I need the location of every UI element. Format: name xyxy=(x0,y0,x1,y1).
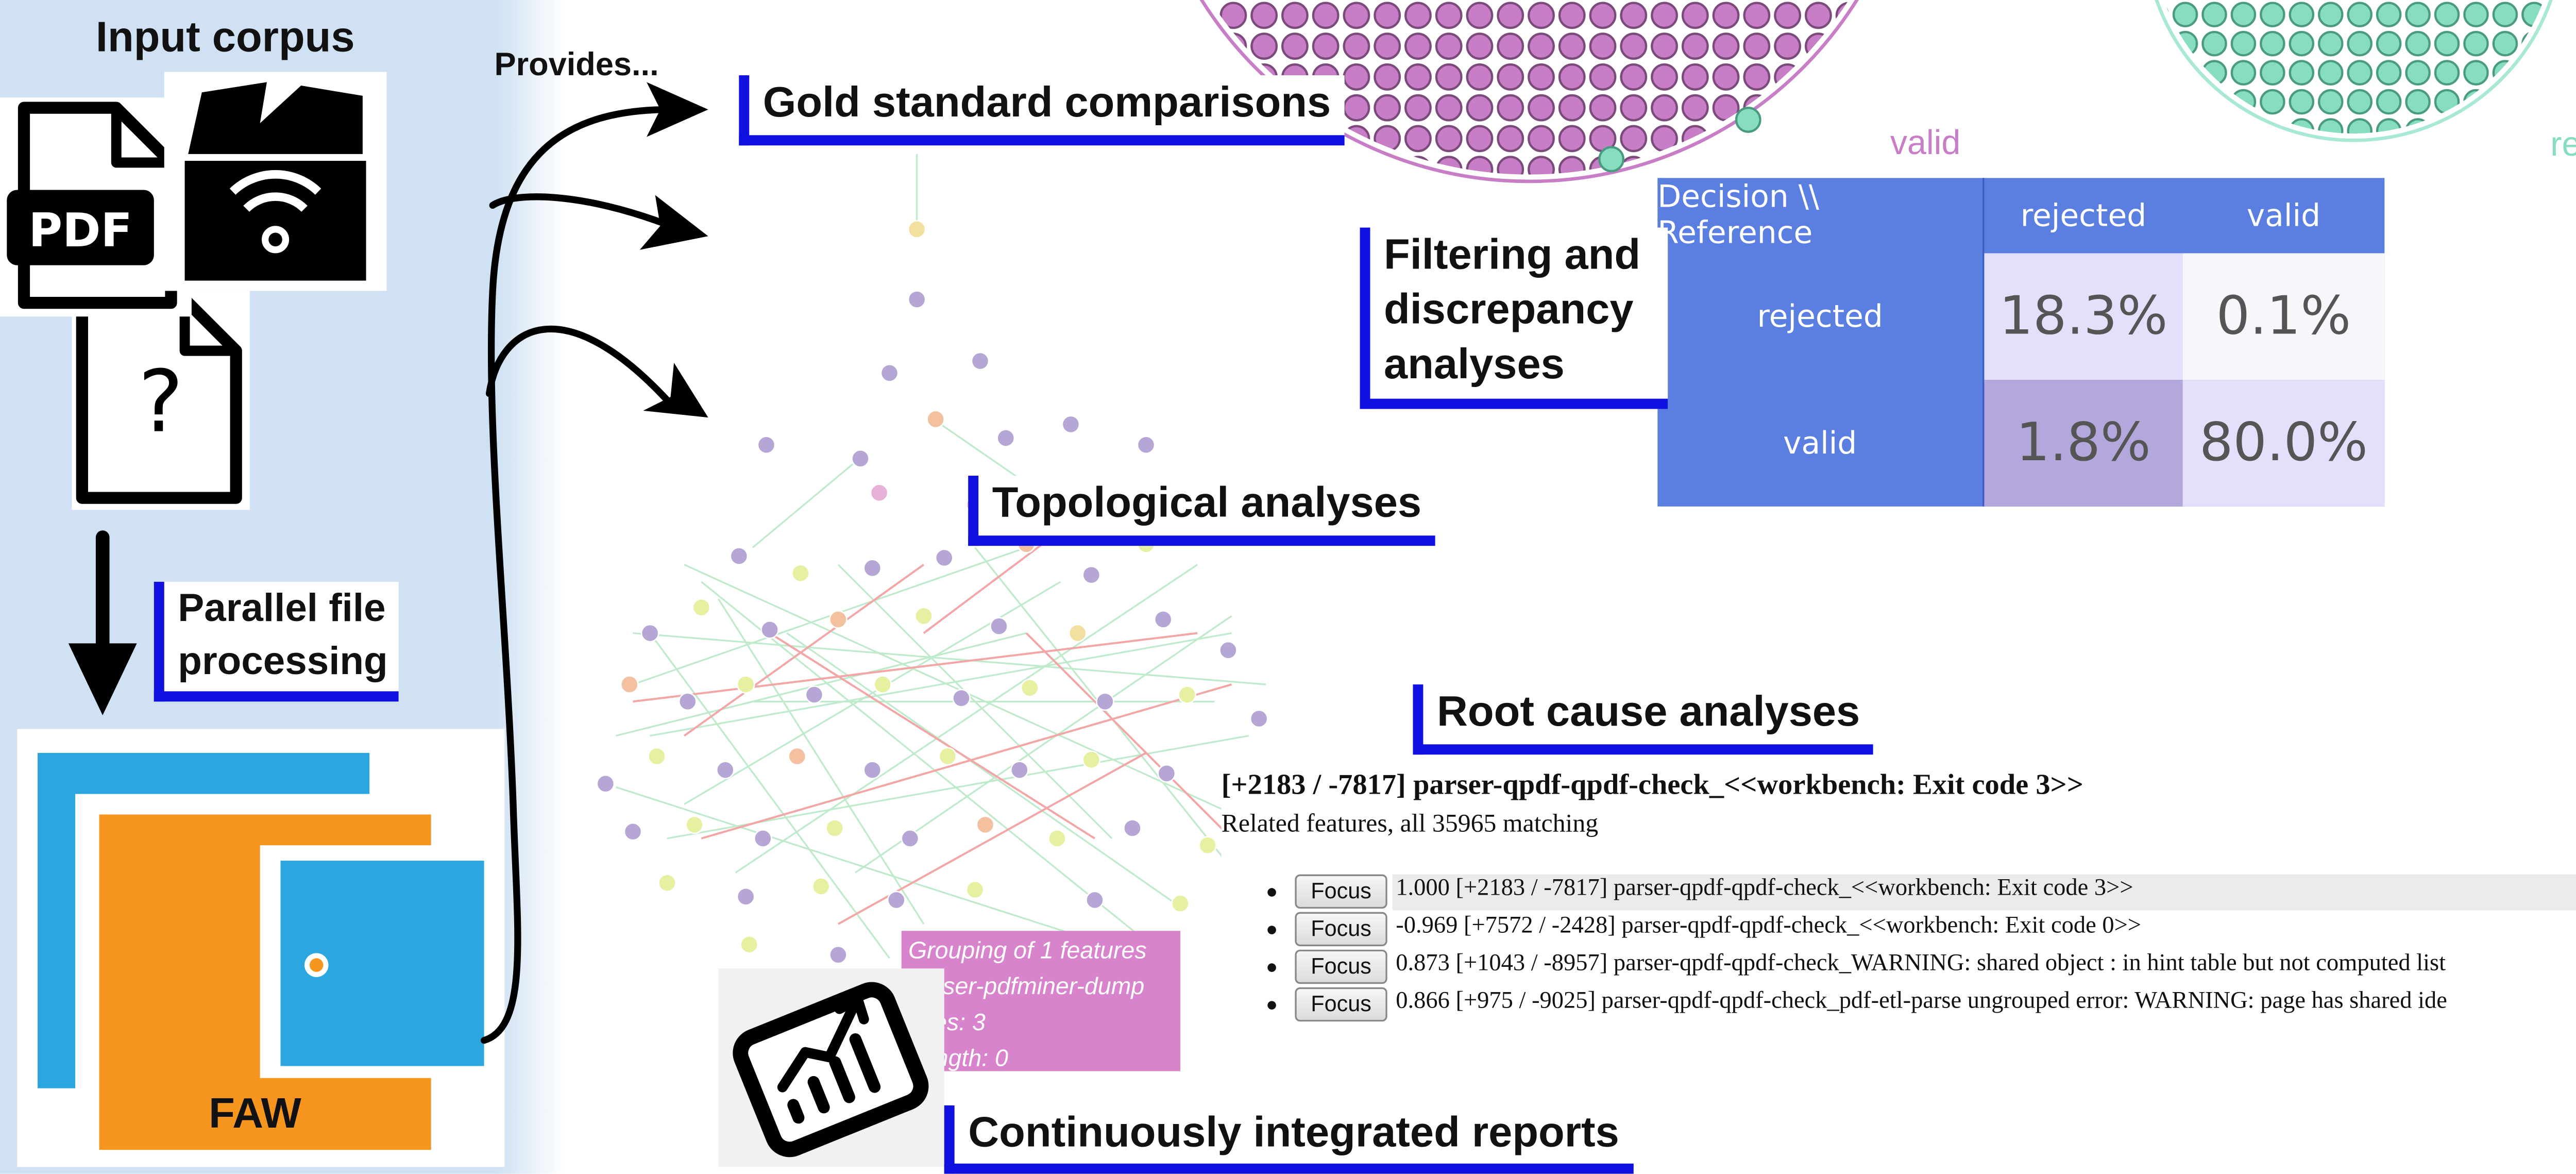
focus-button[interactable]: Focus xyxy=(1295,949,1387,984)
related-feature-text: -0.969 [+7572 / -2428] parser-qpdf-qpdf-… xyxy=(1396,913,2142,940)
tooltip-line-4: Length: 0 xyxy=(908,1044,1008,1071)
matrix-cell-valid-valid: 80.0% xyxy=(2182,380,2385,507)
reports-tag: Continuously integrated reports xyxy=(944,1105,1633,1174)
processing-arrow xyxy=(68,530,137,715)
related-feature-text: 0.873 [+1043 / -8957] parser-qpdf-qpdf-c… xyxy=(1396,951,2446,977)
pdf-file-label: PDF xyxy=(28,204,132,258)
filtering-tag: Filtering and discrepancy analyses xyxy=(1360,227,1668,409)
matrix-row-valid: valid xyxy=(1783,425,1857,461)
tooltip-line-3: Files: 3 xyxy=(908,1008,986,1035)
matrix-cell-valid-rejected: 1.8% xyxy=(1984,380,2183,507)
tooltip-line-2: parser-pdfminer-dump xyxy=(908,971,1145,999)
related-feature-text: 0.866 [+975 / -9025] parser-qpdf-qpdf-ch… xyxy=(1396,989,2447,1015)
matrix-cell-rejected-valid: 0.1% xyxy=(2182,253,2385,380)
faw-label: FAW xyxy=(209,1089,301,1138)
faw-record-icon xyxy=(304,953,329,977)
faw-window-front xyxy=(280,861,484,1066)
filtering-line1: Filtering and xyxy=(1384,231,1641,279)
matrix-cell-rejected-rejected: 18.3% xyxy=(1984,253,2183,380)
root-cause-panel: [+2183 / -7817] parser-qpdf-qpdf-check_<… xyxy=(1221,765,2576,1039)
network-capture-icon xyxy=(164,72,387,291)
report-chart-icon xyxy=(718,968,944,1167)
parallel-processing-tag: Parallel file processing xyxy=(154,581,398,702)
parallel-processing-line2: processing xyxy=(178,638,388,683)
unknown-file-mark: ? xyxy=(138,353,183,452)
rejected-pool-label: rejected xyxy=(2550,125,2576,163)
matrix-col-rejected: rejected xyxy=(2020,197,2147,234)
root-cause-tag: Root cause analyses xyxy=(1413,684,1874,755)
root-cause-subheading: Related features, all 35965 matching xyxy=(1221,811,1599,838)
matrix-col-valid: valid xyxy=(2246,197,2321,234)
parallel-processing-line1: Parallel file xyxy=(178,585,386,630)
input-corpus-title: Input corpus xyxy=(95,13,355,62)
topology-graph xyxy=(596,154,1268,964)
matrix-corner-label: Decision \\ Reference xyxy=(1657,179,1819,252)
related-feature-highlight xyxy=(1392,874,2576,911)
filtering-line2: discrepancy xyxy=(1384,286,1634,334)
related-feature-text: 1.000 [+2183 / -7817] parser-qpdf-qpdf-c… xyxy=(1396,876,2133,902)
confusion-matrix: Decision \\ Reference rejected valid rej… xyxy=(1657,178,2385,507)
focus-button[interactable]: Focus xyxy=(1295,874,1387,909)
tooltip-line-1: Grouping of 1 features xyxy=(908,936,1147,964)
provides-label: Provides... xyxy=(494,47,659,84)
topological-tag: Topological analyses xyxy=(968,476,1435,546)
focus-button[interactable]: Focus xyxy=(1295,912,1387,947)
graph-tooltip: Grouping of 1 features parser-pdfminer-d… xyxy=(901,931,1180,1071)
valid-pool-label: valid xyxy=(1890,124,1961,162)
pdf-file-icon: PDF xyxy=(0,97,192,317)
focus-button[interactable]: Focus xyxy=(1295,987,1387,1022)
gold-standard-tag: Gold standard comparisons xyxy=(739,75,1345,146)
matrix-row-rejected: rejected xyxy=(1757,298,1883,335)
root-cause-heading: [+2183 / -7817] parser-qpdf-qpdf-check_<… xyxy=(1221,768,2083,801)
filtering-line3: analyses xyxy=(1384,340,1565,389)
